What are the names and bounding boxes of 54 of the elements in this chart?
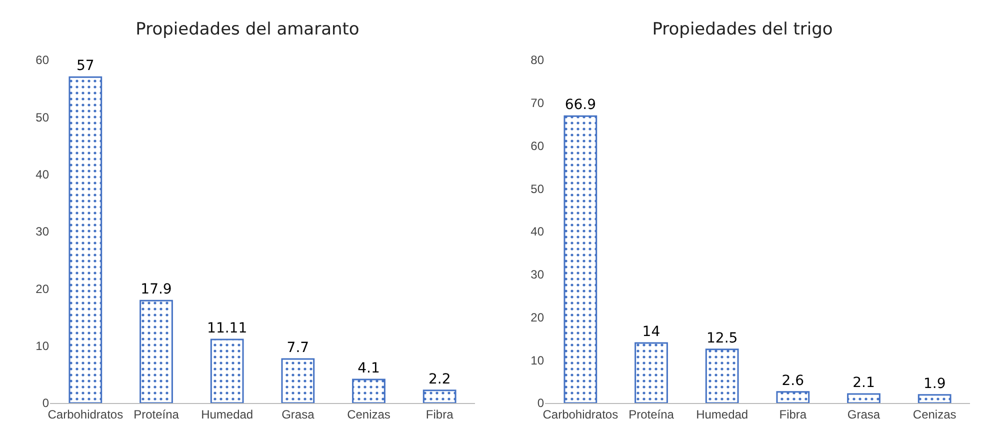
bar	[634, 342, 668, 403]
x-tick-label: Humedad	[201, 407, 254, 422]
data-label: 2.2	[428, 371, 451, 388]
data-label: 4.1	[358, 360, 380, 377]
y-tick-label: 0	[537, 396, 544, 410]
chart-title: Propiedades del amaranto	[136, 19, 360, 40]
data-label: 17.9	[140, 282, 172, 298]
x-tick-label: Cenizas	[347, 407, 390, 422]
y-tick-label: 60	[36, 53, 50, 68]
bar	[281, 358, 315, 403]
bar	[847, 393, 880, 403]
data-label: 1.9	[923, 376, 946, 392]
y-tick-label: 30	[530, 268, 544, 282]
y-tick-label: 20	[530, 310, 544, 324]
data-label: 2.1	[852, 375, 875, 391]
data-label: 57	[76, 58, 94, 74]
bar	[140, 300, 173, 403]
bar	[352, 378, 386, 403]
y-tick-label: 10	[530, 353, 544, 368]
y-tick-label: 20	[36, 282, 50, 296]
x-tick-label: Carbohidratos	[48, 407, 124, 422]
y-tick-label: 30	[36, 224, 50, 239]
x-tick-label: Carbohidratos	[542, 407, 618, 422]
x-tick-label: Cenizas	[912, 407, 956, 422]
bar	[210, 338, 244, 403]
x-tick-label: Proteína	[628, 407, 674, 422]
y-tick-label: 40	[36, 168, 50, 182]
y-tick-label: 70	[530, 96, 544, 110]
bar	[68, 76, 102, 403]
data-label: 7.7	[286, 340, 310, 356]
bar	[422, 390, 456, 403]
data-label: 14	[642, 324, 660, 340]
y-tick-label: 50	[36, 110, 50, 124]
bar	[705, 348, 739, 403]
y-tick-label: 0	[42, 396, 50, 410]
y-tick-label: 50	[530, 182, 544, 196]
y-tick-label: 80	[530, 53, 544, 68]
data-label: 11.11	[207, 320, 248, 336]
x-tick-label: Grasa	[847, 407, 880, 422]
bar	[918, 394, 952, 403]
bar	[776, 391, 810, 403]
x-tick-label: Grasa	[282, 407, 315, 422]
x-tick-label: Humedad	[696, 407, 748, 422]
y-tick-label: 60	[530, 138, 544, 153]
data-label: 12.5	[706, 330, 738, 346]
y-tick-label: 10	[36, 339, 50, 354]
x-tick-label: Fibra	[426, 407, 454, 422]
x-tick-label: Fibra	[779, 407, 807, 422]
data-label: 2.6	[782, 372, 804, 389]
x-tick-label: Proteína	[134, 407, 180, 422]
y-tick-label: 40	[530, 224, 544, 239]
bar	[564, 115, 598, 403]
chart-title: Propiedades del trigo	[652, 19, 833, 40]
data-label: 66.9	[564, 97, 596, 114]
